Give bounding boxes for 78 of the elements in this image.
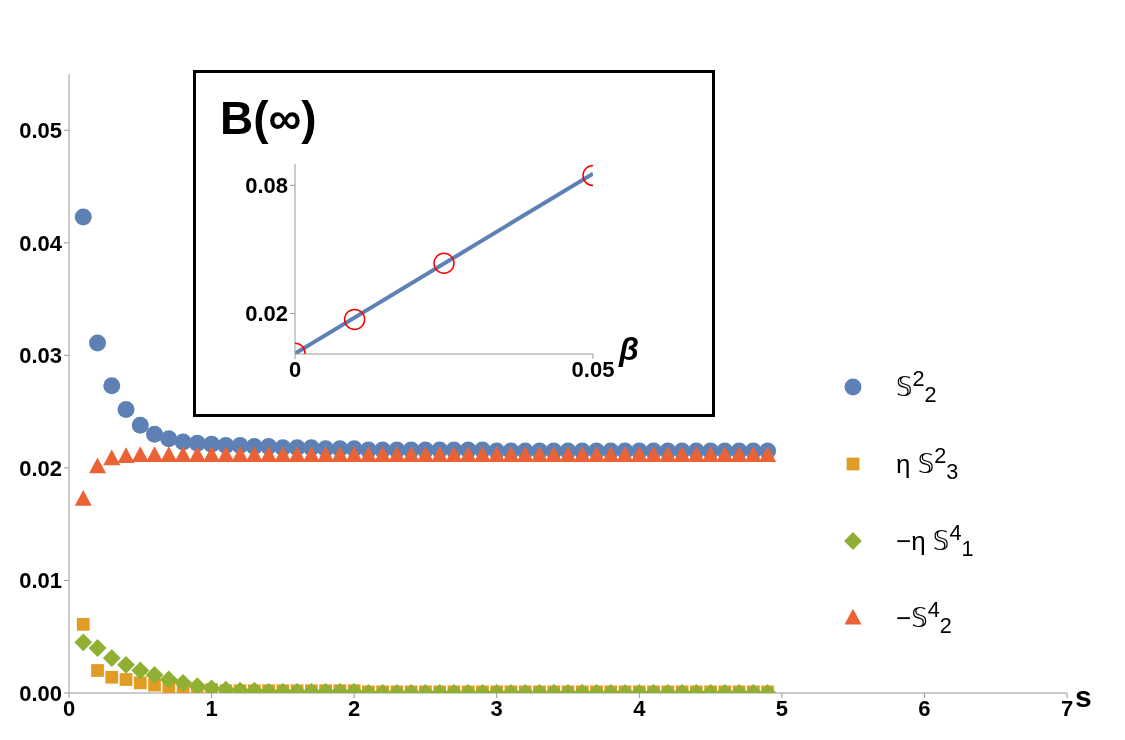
point bbox=[388, 446, 406, 462]
point bbox=[673, 446, 691, 462]
y-tick-label: 0.01 bbox=[19, 568, 62, 594]
y-tick-label: 0.02 bbox=[19, 455, 62, 481]
point bbox=[602, 446, 620, 462]
point bbox=[103, 377, 121, 395]
x-tick-label: 5 bbox=[775, 695, 788, 721]
point bbox=[89, 457, 107, 474]
point bbox=[402, 446, 420, 462]
point bbox=[459, 446, 477, 462]
point bbox=[117, 447, 135, 464]
point bbox=[716, 446, 734, 462]
point bbox=[89, 334, 107, 352]
point bbox=[331, 446, 349, 462]
point bbox=[530, 446, 548, 462]
point bbox=[759, 446, 777, 462]
point bbox=[117, 400, 135, 418]
y-tick-label: 0.03 bbox=[19, 343, 62, 369]
point bbox=[730, 446, 748, 462]
y-tick-label: 0.08 bbox=[245, 173, 288, 199]
y-tick-label: 0.04 bbox=[19, 230, 63, 256]
point bbox=[431, 446, 449, 462]
point bbox=[744, 446, 762, 462]
point bbox=[160, 446, 178, 462]
point bbox=[702, 446, 720, 462]
x-tick-label: 1 bbox=[205, 695, 218, 721]
x-axis-title: s bbox=[1075, 680, 1092, 713]
point bbox=[687, 446, 705, 462]
point bbox=[502, 446, 520, 462]
point bbox=[488, 446, 506, 462]
point bbox=[274, 446, 292, 462]
point bbox=[343, 308, 366, 331]
point bbox=[260, 446, 278, 462]
point bbox=[659, 446, 677, 462]
x-tick-label: 2 bbox=[348, 695, 361, 721]
point bbox=[146, 446, 164, 462]
point bbox=[317, 446, 335, 462]
y-tick-label: 0.05 bbox=[19, 118, 62, 144]
point bbox=[630, 446, 648, 462]
point bbox=[588, 446, 606, 462]
point bbox=[559, 446, 577, 462]
x-axis-title: β bbox=[618, 331, 639, 367]
point bbox=[374, 446, 392, 462]
point bbox=[131, 416, 149, 434]
x-tick-label: 7 bbox=[1060, 695, 1074, 721]
point bbox=[616, 446, 634, 462]
chart-title: B(∞) bbox=[220, 92, 317, 144]
point bbox=[188, 446, 206, 462]
point bbox=[416, 446, 434, 462]
point bbox=[359, 446, 377, 462]
y-tick-label: 0.00 bbox=[19, 680, 62, 706]
point bbox=[345, 446, 363, 462]
point bbox=[231, 446, 249, 462]
point bbox=[74, 208, 92, 226]
point bbox=[302, 446, 320, 462]
x-tick-label: 6 bbox=[918, 695, 931, 721]
point bbox=[103, 449, 121, 466]
point bbox=[74, 490, 92, 506]
x-tick-label: 4 bbox=[633, 695, 647, 721]
point bbox=[288, 446, 306, 462]
point bbox=[433, 252, 455, 275]
x-tick-label: 0 bbox=[62, 695, 76, 721]
point bbox=[131, 446, 149, 462]
point bbox=[146, 425, 164, 443]
point bbox=[217, 446, 235, 462]
y-tick-label: 0.02 bbox=[245, 301, 288, 327]
x-tick-label: 3 bbox=[490, 695, 503, 721]
point bbox=[516, 446, 534, 462]
x-tick-label: 0 bbox=[288, 356, 302, 382]
point bbox=[245, 446, 263, 462]
point bbox=[445, 446, 463, 462]
point bbox=[545, 446, 563, 462]
point bbox=[573, 446, 591, 462]
point bbox=[645, 446, 663, 462]
point bbox=[174, 446, 192, 462]
point bbox=[473, 446, 491, 462]
point bbox=[203, 446, 221, 462]
point bbox=[160, 430, 178, 448]
